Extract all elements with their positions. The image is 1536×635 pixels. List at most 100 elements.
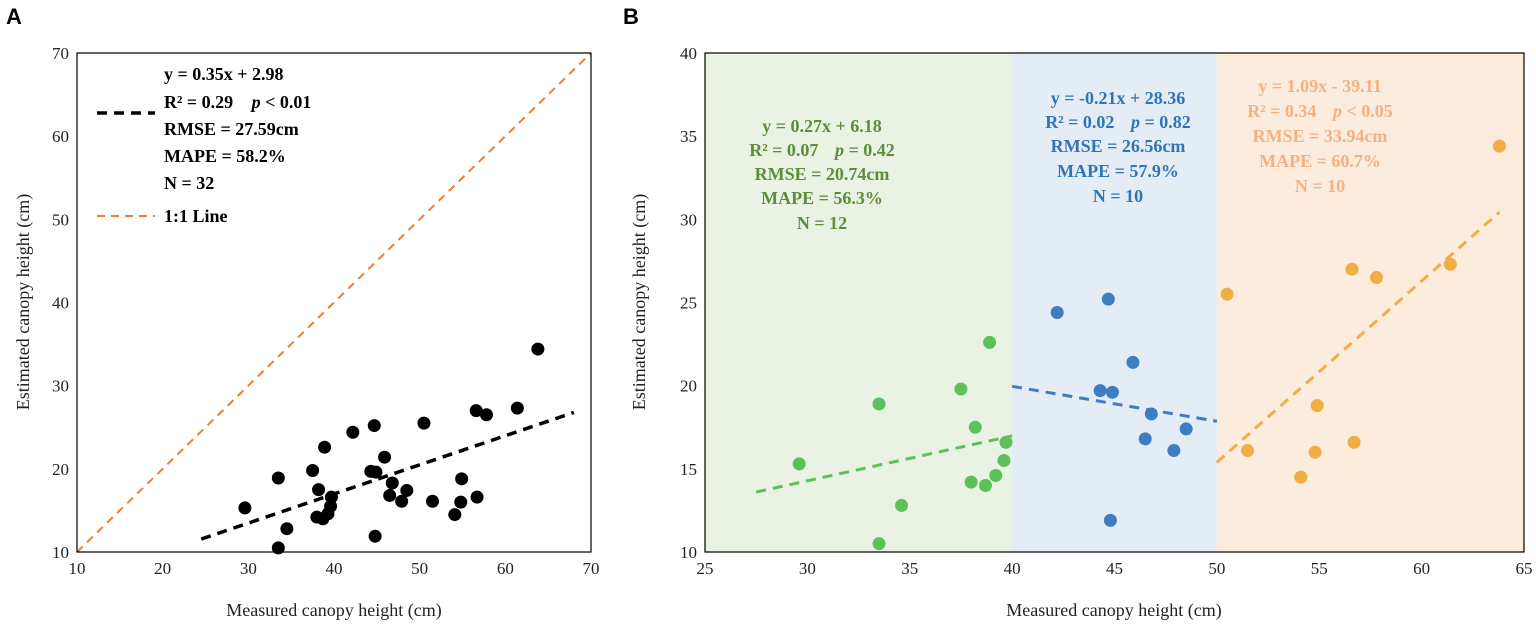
panel-b-x-axis-label: Measured canopy height (cm) (1006, 600, 1221, 621)
data-point-high (1370, 271, 1384, 285)
panel-b-x-tick-label: 65 (1516, 559, 1533, 578)
data-point-mid (1126, 355, 1140, 369)
panel-b-y-tick-label: 40 (680, 44, 697, 63)
panel-b-plot-frame (704, 52, 1525, 553)
data-point-mid (1103, 513, 1117, 527)
stats-high-p-value: < 0.05 (1346, 101, 1392, 121)
stats-low-p-label: p (833, 140, 844, 160)
stats-low-mape: MAPE = 56.3% (761, 188, 883, 208)
data-point-low (964, 475, 978, 489)
regression-line-high (1215, 211, 1501, 464)
stats-low-rmse: RMSE = 20.74cm (755, 164, 890, 184)
panel-b: B 25 30 35 40 45 50 55 60 65 10 15 20 25 30 35 40 Measu… (623, 4, 1533, 621)
data-point-low (999, 435, 1013, 449)
regression-line-low (755, 434, 1013, 494)
panel-a-x-tick-label: 30 (240, 559, 257, 578)
panel-b-y-tick-label: 15 (680, 460, 697, 479)
panel-b-y-tick-label: 10 (680, 543, 697, 562)
panel-a-data-point (271, 471, 285, 485)
data-point-low (968, 420, 982, 434)
legend-one-to-one-label: 1:1 Line (164, 206, 228, 226)
data-point-low (983, 335, 997, 349)
panel-b-y-tick-label: 25 (680, 294, 697, 313)
stats-low-r2-value: R² = 0.07 (749, 140, 818, 160)
data-point-high (1220, 287, 1234, 301)
panel-a-data-point (470, 490, 484, 504)
panel-a-y-axis-label: Estimated canopy height (cm) (13, 194, 34, 410)
panel-a-x-tick-label: 20 (154, 559, 171, 578)
one-to-one-line (76, 52, 592, 553)
panel-a-data-point (324, 490, 338, 504)
data-point-high (1294, 470, 1308, 484)
data-point-low (979, 478, 993, 492)
data-point-high (1345, 262, 1359, 276)
data-point-mid (1050, 305, 1064, 319)
panel-a-data-point (238, 501, 252, 515)
data-point-mid (1144, 407, 1158, 421)
panel-a-y-tick-label: 50 (52, 210, 69, 229)
stats-high-mape: MAPE = 60.7% (1259, 151, 1381, 171)
panel-b-x-tick-label: 35 (901, 559, 918, 578)
stats-mid-p-label: p (1129, 112, 1140, 132)
panel-b-y-tick-label: 35 (680, 127, 697, 146)
stats-high-n: N = 10 (1295, 176, 1345, 196)
panel-a-data-point (531, 342, 545, 356)
panel-b-y-axis-label: Estimated canopy height (cm) (629, 194, 650, 410)
data-point-high (1241, 444, 1255, 458)
panel-a-regression-line (200, 410, 575, 541)
panel-b-x-tick-label: 25 (697, 559, 714, 578)
stats-mid-n: N = 10 (1093, 186, 1143, 206)
panel-a-legend: y = 0.35x + 2.98 R² = 0.29 p < 0.01 RMSE… (97, 64, 311, 226)
panel-a-data-point (417, 416, 431, 430)
data-point-low (989, 468, 1003, 482)
panel-a-data-point (455, 472, 469, 486)
panel-b-y-tick-label: 30 (680, 210, 697, 229)
stats-mid-mape: MAPE = 57.9% (1057, 161, 1179, 181)
panel-a-data-point (454, 495, 468, 509)
panel-a-y-tick-label: 20 (52, 460, 69, 479)
panel-a: A 10 20 30 40 50 60 70 10 20 30 40 50 60 70 Measured … (6, 4, 600, 621)
stats-mid-equation: y = -0.21x + 28.36 (1051, 88, 1186, 108)
data-point-mid (1105, 385, 1119, 399)
panel-a-data-point (368, 529, 382, 543)
data-point-high (1310, 399, 1324, 413)
data-point-mid (1138, 432, 1152, 446)
panel-b-y-tick-label: 20 (680, 377, 697, 396)
legend-rmse: RMSE = 27.59cm (164, 119, 299, 139)
panel-a-data-point (400, 483, 414, 497)
band-mid (1012, 53, 1217, 552)
regression-line-mid (1011, 384, 1218, 423)
data-point-low (895, 498, 909, 512)
legend-r2: R² = 0.29 p < 0.01 (164, 92, 311, 112)
panel-a-y-tick-label: 40 (52, 294, 69, 313)
panel-a-data-point (426, 494, 440, 508)
panel-a-data-point (510, 401, 524, 415)
stats-mid-r2: R² = 0.02 p = 0.82 (1045, 112, 1190, 132)
legend-mape: MAPE = 58.2% (164, 146, 286, 166)
panel-a-y-tick-label: 60 (52, 127, 69, 146)
panel-a-data-point (378, 450, 392, 464)
stats-high-r2: R² = 0.34 p < 0.05 (1247, 101, 1392, 121)
panel-b-x-tick-label: 55 (1311, 559, 1328, 578)
stats-low-equation: y = 0.27x + 6.18 (762, 116, 882, 136)
stats-mid-rmse: RMSE = 26.56cm (1051, 136, 1186, 156)
panel-a-label: A (6, 4, 22, 29)
legend-equation: y = 0.35x + 2.98 (164, 64, 284, 84)
panel-b-x-tick-label: 30 (799, 559, 816, 578)
panel-a-data-point (479, 408, 493, 422)
panel-a-y-tick-label: 30 (52, 377, 69, 396)
stats-high-r2-value: R² = 0.34 (1247, 101, 1316, 121)
stats-low-group: y = 0.27x + 6.18 R² = 0.07 p = 0.42 RMSE… (749, 116, 894, 233)
data-point-high (1492, 139, 1506, 153)
panel-a-data-point (369, 465, 383, 479)
panel-a-x-tick-label: 70 (583, 559, 600, 578)
panel-a-data-point (385, 476, 399, 490)
data-point-mid (1179, 422, 1193, 436)
panel-a-data-point (312, 483, 326, 497)
panel-a-plot-frame (76, 52, 592, 553)
data-point-mid (1093, 384, 1107, 398)
panel-b-x-tick-label: 50 (1208, 559, 1225, 578)
panel-a-data-point (346, 425, 360, 439)
stats-low-r2: R² = 0.07 p = 0.42 (749, 140, 894, 160)
panel-a-x-tick-label: 50 (411, 559, 428, 578)
